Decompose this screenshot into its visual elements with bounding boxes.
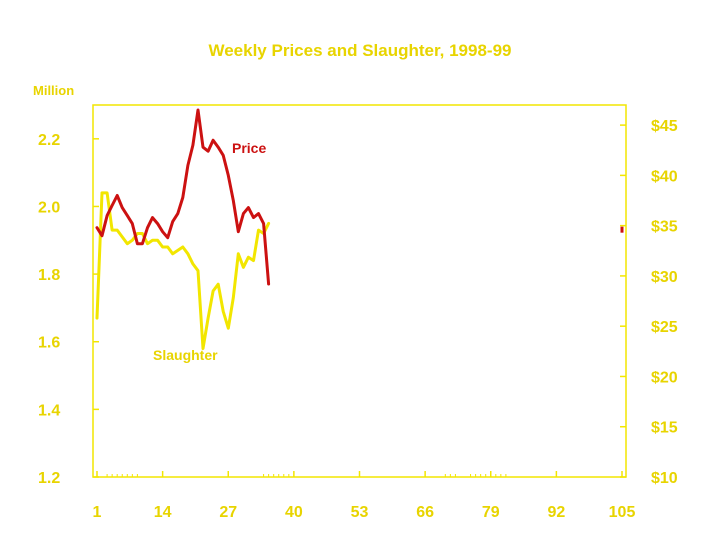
left-tick-label: 2.2 — [38, 132, 60, 149]
right-tick-label: $25 — [651, 319, 678, 336]
left-axis: 1.2 1.4 1.6 1.8 2.0 2.2 — [38, 132, 99, 487]
right-tick-label: $10 — [651, 470, 678, 487]
left-tick-label: 1.4 — [38, 402, 60, 419]
x-tick-label: 105 — [609, 504, 636, 521]
x-tick-label: 66 — [416, 504, 434, 521]
series-label-slaughter: Slaughter — [153, 347, 218, 363]
x-axis: 1 14 27 40 53 66 79 92 105 — [93, 471, 636, 521]
plot-frame — [92, 104, 627, 478]
left-tick-label: 1.2 — [38, 470, 60, 487]
x-tick-label: 14 — [154, 504, 172, 521]
right-tick-label: $40 — [651, 168, 678, 185]
left-tick-label: 1.8 — [38, 267, 60, 284]
x-tick-label: 53 — [351, 504, 369, 521]
left-axis-unit-label: Million — [33, 83, 74, 98]
right-tick-label: $30 — [651, 269, 678, 286]
right-axis: $10 $15 $20 $25 $30 $35 $40 $45 — [620, 118, 678, 487]
left-tick-label: 2.0 — [38, 199, 60, 216]
series-layer — [95, 108, 624, 350]
x-tick-label: 40 — [285, 504, 303, 521]
x-tick-label: 92 — [547, 504, 565, 521]
chart-title: Weekly Prices and Slaughter, 1998-99 — [208, 41, 511, 60]
series-label-price: Price — [232, 140, 266, 156]
right-tick-label: $35 — [651, 219, 678, 236]
series-line-price — [95, 108, 271, 286]
right-tick-label: $45 — [651, 118, 678, 135]
x-tick-label: 27 — [219, 504, 237, 521]
x-tick-label: 1 — [93, 504, 102, 521]
x-tick-label: 79 — [482, 504, 500, 521]
series-line-slaughter — [95, 191, 271, 350]
left-tick-label: 1.6 — [38, 335, 60, 352]
right-tick-label: $20 — [651, 369, 678, 386]
right-tick-label: $15 — [651, 420, 678, 437]
